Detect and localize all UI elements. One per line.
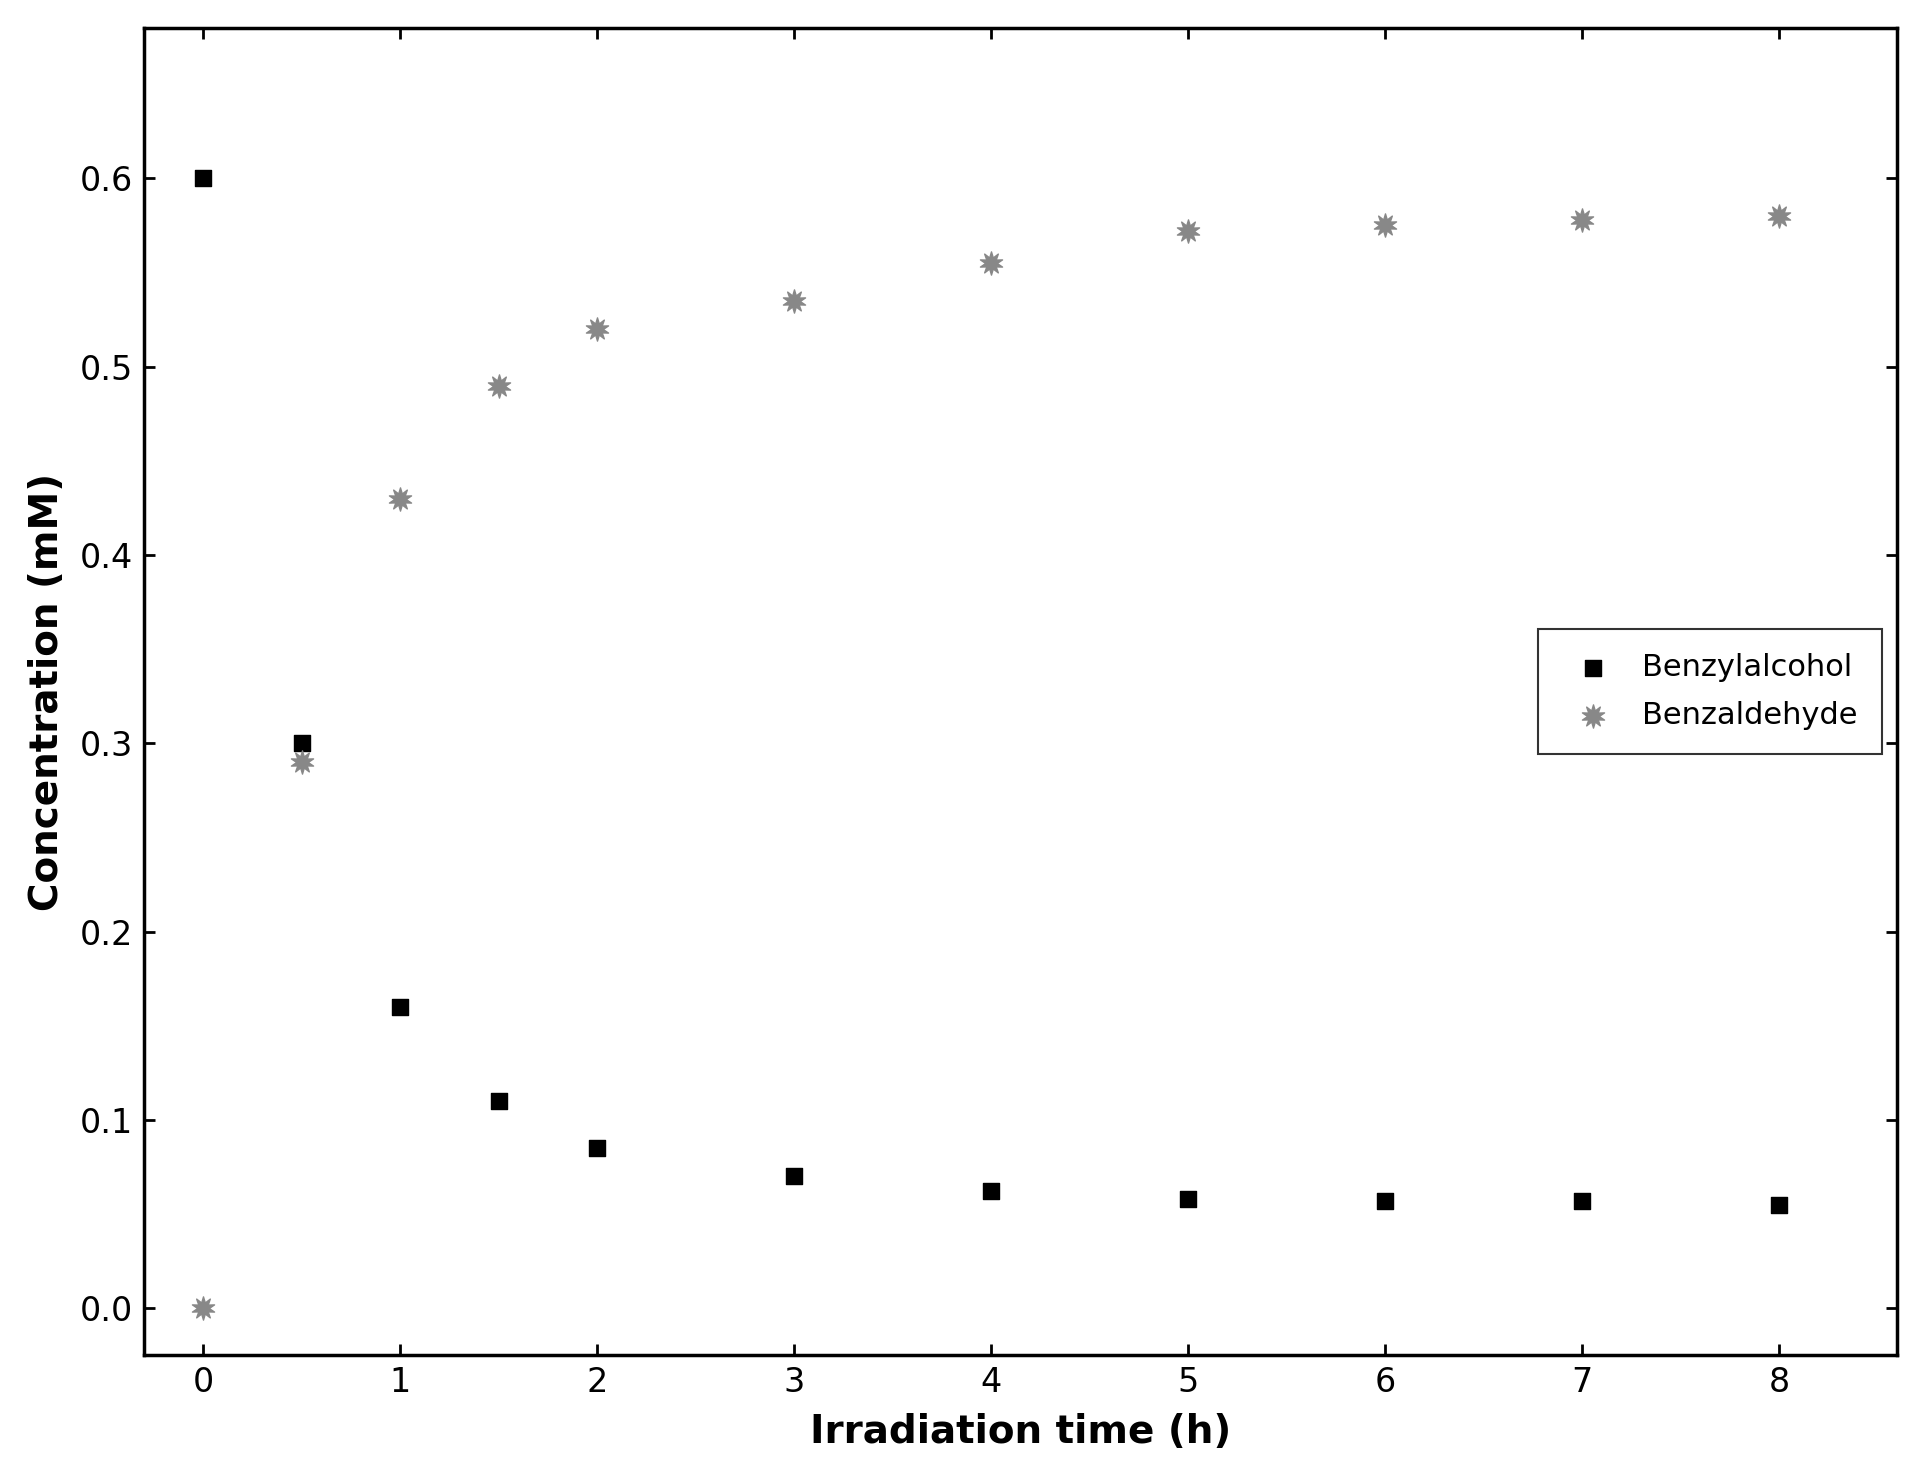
Benzaldehyde bbox=[1763, 204, 1794, 228]
Benzylalcohol bbox=[581, 1136, 612, 1160]
Legend: Benzylalcohol, Benzaldehyde: Benzylalcohol, Benzaldehyde bbox=[1538, 629, 1883, 754]
Y-axis label: Concentration (mM): Concentration (mM) bbox=[27, 472, 65, 911]
Benzaldehyde bbox=[483, 374, 514, 398]
Benzaldehyde bbox=[287, 750, 318, 774]
Benzylalcohol bbox=[1763, 1192, 1794, 1216]
Benzylalcohol bbox=[1371, 1189, 1401, 1213]
Benzaldehyde bbox=[976, 251, 1007, 275]
Benzaldehyde bbox=[189, 1296, 219, 1319]
Benzaldehyde bbox=[1172, 219, 1203, 243]
Benzaldehyde bbox=[385, 487, 416, 510]
Benzylalcohol bbox=[1567, 1189, 1598, 1213]
Benzaldehyde bbox=[581, 317, 612, 340]
Benzylalcohol bbox=[385, 995, 416, 1019]
Benzylalcohol bbox=[287, 732, 318, 756]
Benzylalcohol bbox=[483, 1089, 514, 1112]
X-axis label: Irradiation time (h): Irradiation time (h) bbox=[810, 1414, 1232, 1451]
Benzaldehyde bbox=[1567, 209, 1598, 232]
Benzaldehyde bbox=[1371, 213, 1401, 237]
Benzylalcohol bbox=[1172, 1188, 1203, 1211]
Benzaldehyde bbox=[780, 288, 810, 312]
Benzylalcohol bbox=[189, 167, 219, 191]
Benzylalcohol bbox=[780, 1164, 810, 1188]
Benzylalcohol bbox=[976, 1180, 1007, 1204]
